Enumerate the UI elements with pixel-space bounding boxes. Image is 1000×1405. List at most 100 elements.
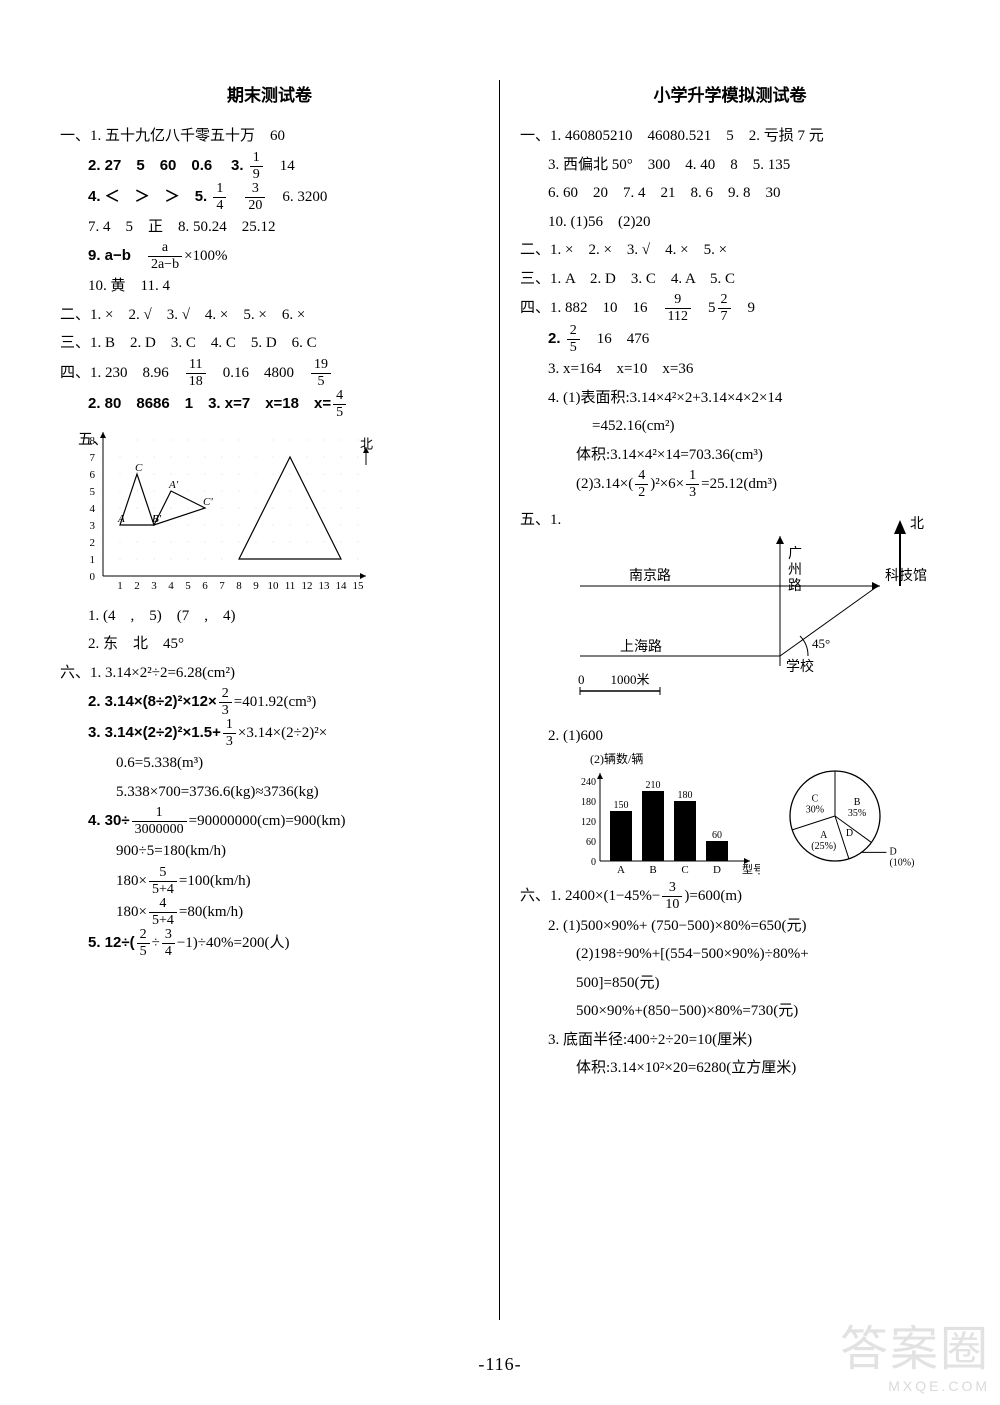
svg-text:(2)辆数/辆: (2)辆数/辆 [590,751,643,766]
r-s4-2: 2. 25 16 476 [520,324,940,355]
svg-text:8: 8 [236,580,242,592]
r-s1-2: 3. 西偏北 50° 300 4. 40 8 5. 135 [520,151,940,180]
frac: 19 [250,151,263,182]
svg-text:4: 4 [168,580,174,592]
svg-text:A: A [617,864,625,876]
svg-text:D: D [713,864,721,876]
r-s4-5: (2)3.14×(42)²×6×13=25.12(dm³) [520,469,940,500]
svg-text:15: 15 [353,580,365,592]
l-s1-2: 2. 27 5 60 0.6 3. 19 14 [60,151,479,182]
l-s6-3c: 0.6=5.338(m³) [60,749,479,778]
svg-text:五、1.: 五、1. [520,512,561,528]
column-divider [499,80,500,1320]
pie-chart-svg: B35%DD(10%)A(25%)C30% [770,751,940,881]
svg-text:120: 120 [581,817,596,828]
left-title: 期末测试卷 [60,80,479,112]
r-s4-4c: 体积:3.14×4²×14=703.36(cm³) [520,441,940,470]
l-s4-1: 四、1. 230 8.96 1118 0.16 4800 195 [60,358,479,389]
svg-text:B': B' [152,513,162,525]
two-column-layout: 期末测试卷 一、1. 五十九亿八千零五十万 60 2. 27 5 60 0.6 … [60,80,940,1320]
bar-chart-svg: (2)辆数/辆060120180240150A210B180C60D型号 [560,751,760,881]
svg-text:C': C' [203,496,213,508]
l-s1-3: 4. ＜ ＞ ＞ 5. 14 320 6. 3200 [60,182,479,213]
r-s4-1: 四、1. 882 10 16 9112 527 9 [520,293,940,324]
svg-text:240: 240 [581,777,596,788]
svg-text:10: 10 [268,580,280,592]
map-svg: 五、1.北南京路广州路科技馆上海路学校45°0 1000米 [520,506,940,716]
left-column: 期末测试卷 一、1. 五十九亿八千零五十万 60 2. 27 5 60 0.6 … [60,80,479,1320]
l-s6-1: 六、1. 3.14×2²÷2=6.28(cm²) [60,659,479,688]
l-s6-4c: 900÷5=180(km/h) [60,837,479,866]
l-s6-4a: 4. 30÷13000000=90000000(cm)=900(km) [60,806,479,837]
l-s4-2: 2. 80 8686 1 3. x=7 x=18 x=45 [60,389,479,420]
svg-text:60: 60 [712,830,722,841]
svg-text:广: 广 [788,546,802,562]
svg-text:7: 7 [90,452,96,464]
l-s6-5: 5. 12÷(25÷34−1)÷40%=200(人) [60,928,479,959]
r-s4-4: 4. (1)表面积:3.14×4²×2+3.14×4×2×14 [520,384,940,413]
svg-text:C: C [812,793,819,804]
svg-text:14: 14 [336,580,348,592]
svg-text:C: C [681,864,688,876]
r-s6-2: 2. (1)500×90%+ (750−500)×80%=650(元) [520,912,940,941]
r-s6-4: 3. 底面半径:400÷2÷20=10(厘米) [520,1026,940,1055]
watermark: 答案圈 MXQE.COM [840,1321,990,1395]
svg-text:1: 1 [90,554,96,566]
svg-text:0: 0 [90,571,96,583]
svg-text:7: 7 [219,580,225,592]
svg-text:五、: 五、 [78,432,108,448]
watermark-big: 答案圈 [840,1321,990,1379]
svg-text:210: 210 [646,780,661,791]
l-s6-2: 2. 3.14×(8÷2)²×12×23=401.92(cm³) [60,687,479,718]
svg-text:北: 北 [910,516,924,532]
map-diagram: 五、1.北南京路广州路科技馆上海路学校45°0 1000米 [520,506,940,716]
svg-text:35%: 35% [848,808,866,819]
svg-text:南京路: 南京路 [629,568,671,584]
l-s6-3d: 5.338×700=3736.6(kg)≈3736(kg) [60,778,479,807]
right-column: 小学升学模拟测试卷 一、1. 460805210 46080.521 5 2. … [520,80,940,1320]
svg-text:2: 2 [90,537,96,549]
svg-text:0 1000米: 0 1000米 [578,672,650,687]
l-s5a: 1. (4 , 5) (7 , 4) [60,602,479,631]
svg-text:(10%): (10%) [889,857,914,868]
svg-text:路: 路 [788,578,802,594]
svg-text:0: 0 [591,857,596,868]
svg-text:A: A [820,830,828,841]
svg-text:12: 12 [302,580,313,592]
r-s1-3: 6. 60 20 7. 4 21 8. 6 9. 8 30 [520,179,940,208]
r-s3: 三、1. A 2. D 3. C 4. A 5. C [520,265,940,294]
watermark-small: MXQE.COM [840,1378,990,1395]
svg-text:(25%): (25%) [811,841,836,852]
r-s6-1: 六、1. 2400×(1−45%−310)=600(m) [520,881,940,912]
svg-text:D: D [889,846,896,857]
r-s4-4b: =452.16(cm²) [520,412,940,441]
l-s1-6: 10. 黄 11. 4 [60,272,479,301]
svg-text:6: 6 [202,580,208,592]
r-s1-4: 10. (1)56 (2)20 [520,208,940,237]
l-s5b: 2. 东 北 45° [60,630,479,659]
r-s6-3c: 500×90%+(850−500)×80%=730(元) [520,997,940,1026]
coord-grid-graph: 123456789101112131415012345678五、北ACBB'A'… [78,426,479,596]
svg-text:45°: 45° [812,636,830,651]
svg-text:A': A' [168,479,179,491]
svg-text:30%: 30% [806,804,824,815]
svg-text:型号: 型号 [742,862,760,876]
svg-text:上海路: 上海路 [620,639,662,655]
l-s1-5: 9. a−b a2a−b×100% [60,241,479,272]
svg-text:13: 13 [319,580,331,592]
svg-text:9: 9 [253,580,259,592]
svg-text:A: A [117,513,125,525]
svg-text:180: 180 [581,797,596,808]
svg-text:D: D [846,828,853,839]
r-s2: 二、1. × 2. × 3. √ 4. × 5. × [520,236,940,265]
l-s1-4: 7. 4 5 正 8. 50.24 25.12 [60,213,479,242]
svg-text:180: 180 [678,790,693,801]
r-s6-3: (2)198÷90%+[(554−500×90%)÷80%+ [520,940,940,969]
svg-text:3: 3 [151,580,157,592]
svg-text:州: 州 [788,563,802,578]
svg-text:C: C [135,462,143,474]
r-s6-4b: 体积:3.14×10²×20=6280(立方厘米) [520,1054,940,1083]
svg-text:B: B [854,797,861,808]
r-s6-3b: 500]=850(元) [520,969,940,998]
l-s6-3a: 3. 3.14×(2÷2)²×1.5+13×3.14×(2÷2)²× [60,718,479,749]
